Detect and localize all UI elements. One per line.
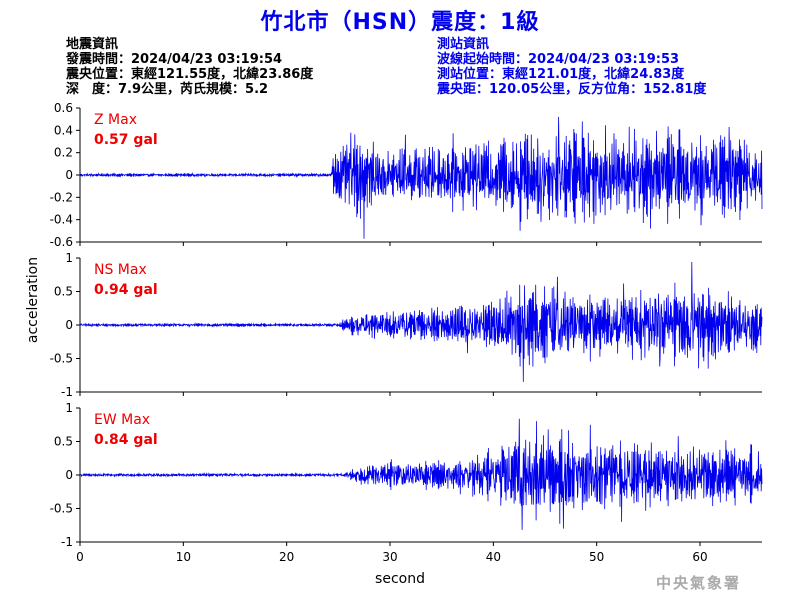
- depth-magnitude: 深 度：7.9公里，芮氏規模：5.2: [66, 82, 269, 97]
- y-tick-label: 0: [65, 468, 73, 482]
- quake-info-heading: 地震資訊: [66, 37, 119, 52]
- y-tick-label: 0.6: [54, 101, 73, 115]
- y-tick-label: 1: [65, 251, 73, 265]
- y-tick-label: 0.5: [54, 435, 73, 449]
- max-value-ns: 0.94 gal: [94, 282, 158, 298]
- chart-title: 竹北市（HSN）震度：1級: [260, 10, 540, 35]
- x-tick-label: 40: [486, 550, 501, 564]
- max-value-z: 0.57 gal: [94, 132, 158, 148]
- epicenter-location: 震央位置：東經121.55度，北緯23.86度: [66, 67, 314, 82]
- y-tick-label: -1: [61, 535, 73, 549]
- y-axis-label: acceleration: [25, 256, 41, 344]
- waveform-ew: [80, 418, 763, 530]
- max-value-ew: 0.84 gal: [94, 432, 158, 448]
- x-tick-label: 20: [279, 550, 294, 564]
- max-title-z: Z Max: [94, 112, 137, 128]
- quake-info-block: 地震資訊 發震時間：2024/04/23 03:19:54 震央位置：東經121…: [66, 37, 313, 97]
- waveform-ns: [79, 261, 763, 382]
- x-tick-label: 0: [76, 550, 84, 564]
- station-info-block: 測站資訊 波線起始時間：2024/04/23 03:19:53 測站位置：東經1…: [437, 37, 706, 97]
- epicentral-distance: 震央距：120.05公里，反方位角：152.81度: [437, 82, 707, 97]
- max-title-ew: EW Max: [94, 412, 150, 428]
- y-tick-label: 0: [65, 318, 73, 332]
- agency-watermark: 中央氣象署: [656, 574, 742, 592]
- origin-time: 發震時間：2024/04/23 03:19:54: [66, 52, 283, 67]
- y-tick-label: 0: [65, 168, 73, 182]
- y-tick-label: 0.5: [54, 285, 73, 299]
- y-tick-label: 0.4: [54, 123, 73, 137]
- y-tick-label: 0.2: [54, 146, 73, 160]
- y-tick-label: -1: [61, 385, 73, 399]
- station-location: 測站位置：東經121.01度，北緯24.83度: [437, 67, 685, 82]
- x-axis-label: second: [375, 571, 425, 587]
- x-tick-label: 30: [382, 550, 397, 564]
- x-tick-label: 10: [176, 550, 191, 564]
- max-title-ns: NS Max: [94, 262, 147, 278]
- y-tick-label: -0.5: [50, 502, 73, 516]
- station-info-heading: 測站資訊: [437, 37, 490, 52]
- y-tick-label: 1: [65, 401, 73, 415]
- x-tick-label: 50: [589, 550, 604, 564]
- y-tick-label: -0.4: [50, 213, 73, 227]
- y-tick-label: -0.5: [50, 352, 73, 366]
- y-tick-label: -0.2: [50, 190, 73, 204]
- waveform-z: [79, 116, 763, 239]
- wave-start-time: 波線起始時間：2024/04/23 03:19:53: [437, 52, 680, 67]
- y-tick-label: -0.6: [50, 235, 73, 249]
- x-tick-label: 60: [692, 550, 707, 564]
